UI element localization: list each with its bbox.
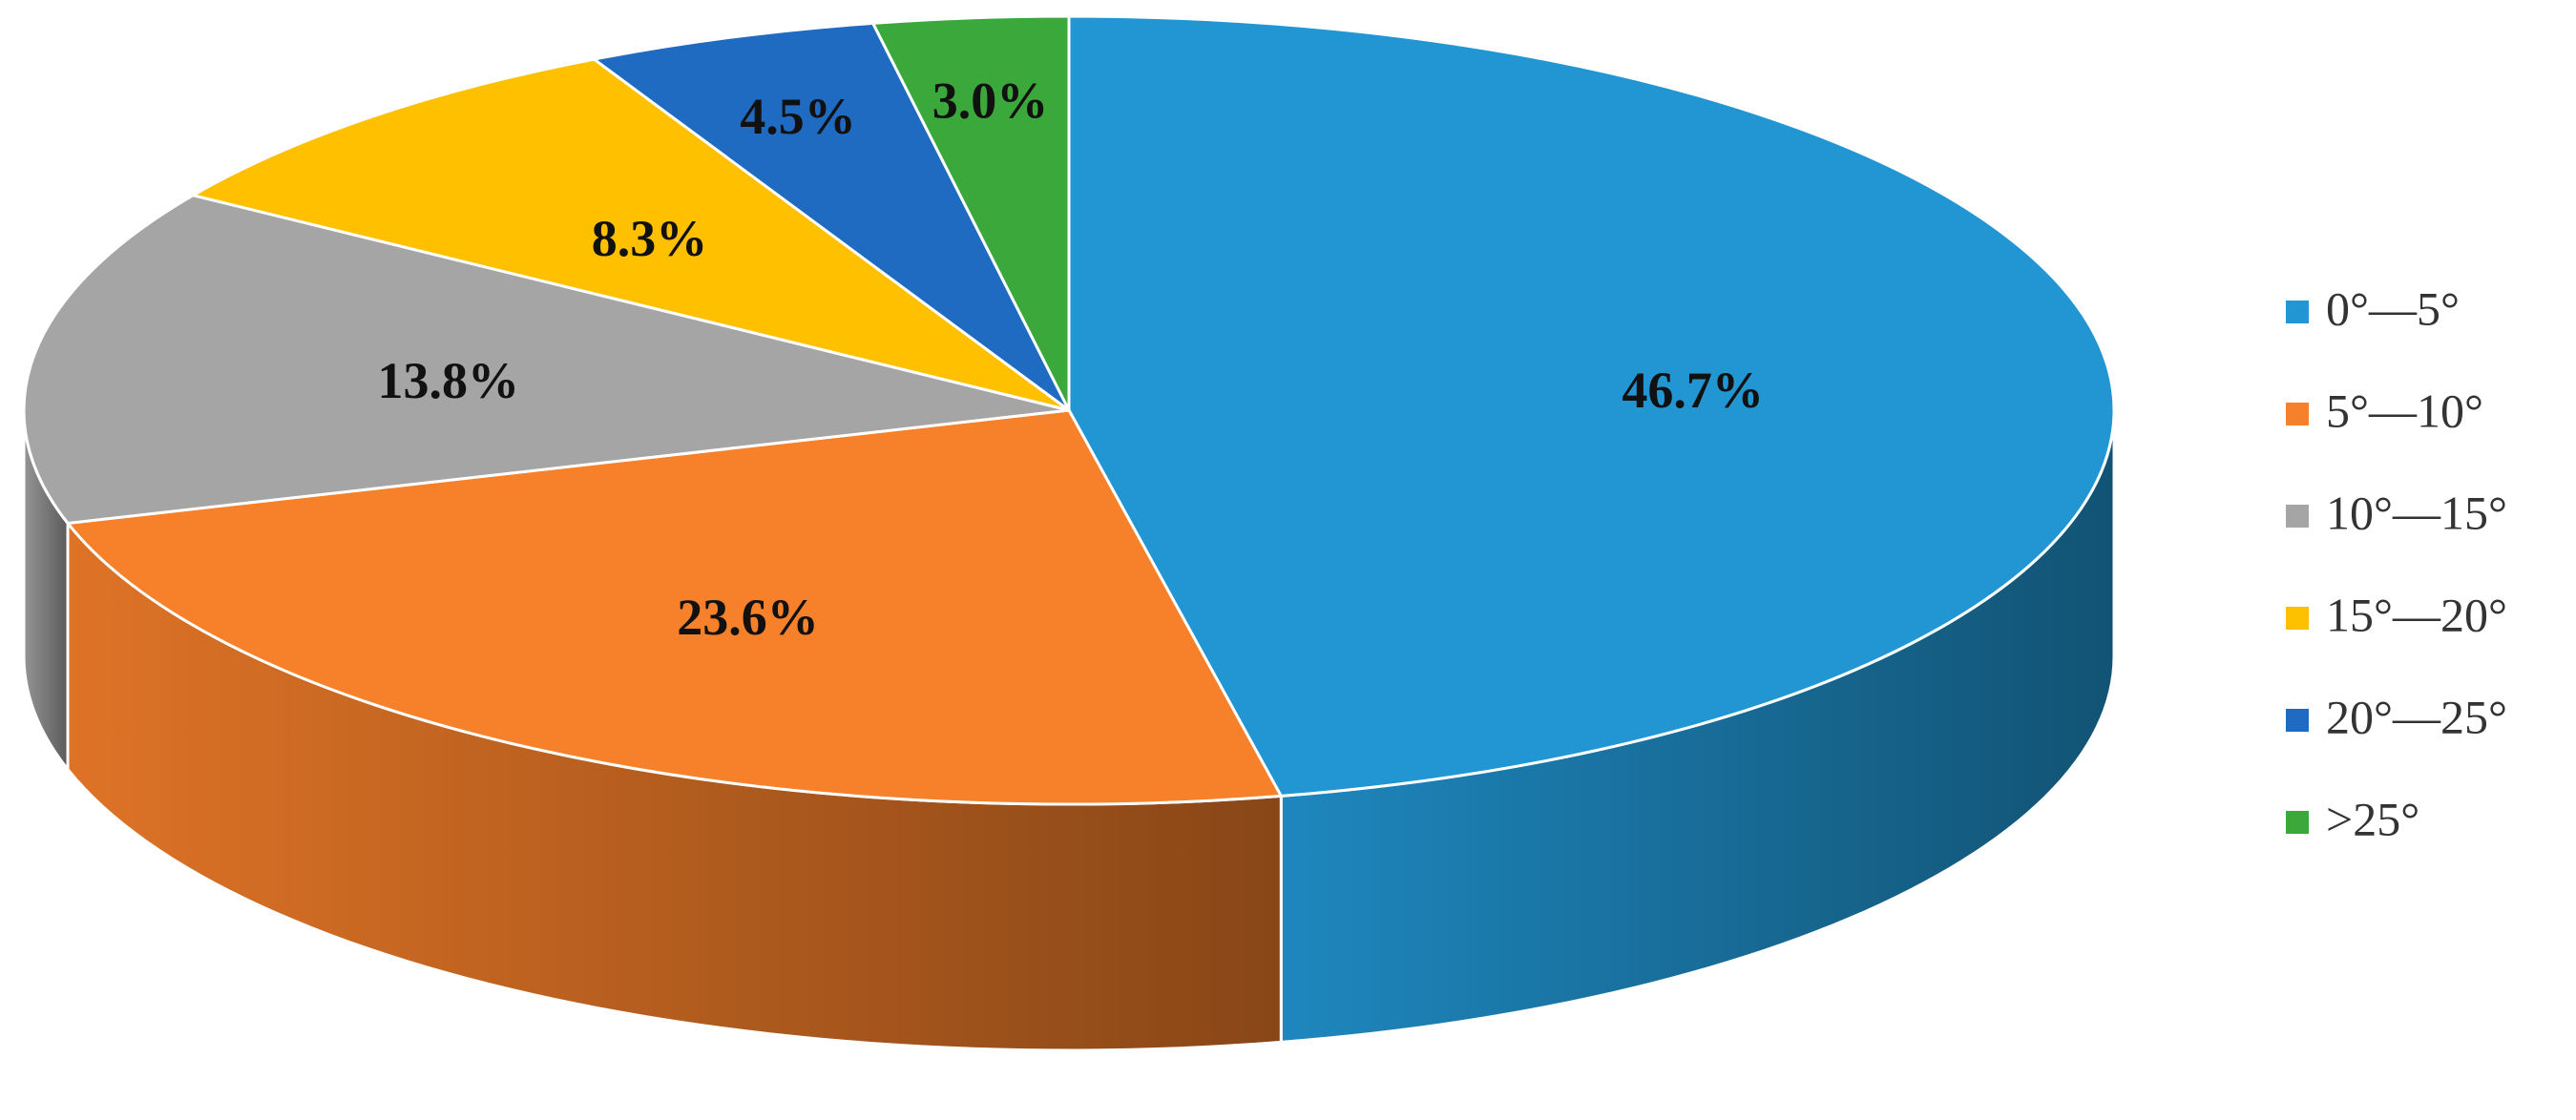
legend-label: 10°—15°: [2326, 486, 2507, 539]
legend-label: 15°—20°: [2326, 588, 2507, 641]
data-label: 13.8%: [377, 352, 519, 409]
slice: [590, 21, 1071, 412]
slice: [1067, 14, 2116, 798]
legend-marker: [2286, 403, 2309, 425]
legend-marker: [2286, 301, 2309, 323]
legend-label: 20°—25°: [2326, 690, 2507, 743]
legend-marker: [2286, 811, 2309, 834]
data-label: 8.3%: [592, 210, 708, 267]
legend-label: 0°—5°: [2326, 281, 2460, 335]
slice: [65, 408, 1284, 806]
data-label: 4.5%: [740, 88, 856, 145]
slice: [22, 194, 1070, 526]
legend-label: 5°—10°: [2326, 384, 2483, 437]
data-label: 3.0%: [932, 72, 1049, 129]
legend-marker: [2286, 607, 2309, 630]
legend-label: >25°: [2326, 792, 2419, 845]
slice: [189, 57, 1070, 412]
legend-marker: [2286, 709, 2309, 732]
data-label: 46.7%: [1622, 362, 1764, 419]
legend-marker: [2286, 505, 2309, 528]
data-label: 23.6%: [677, 589, 819, 646]
slice: [870, 14, 1071, 411]
